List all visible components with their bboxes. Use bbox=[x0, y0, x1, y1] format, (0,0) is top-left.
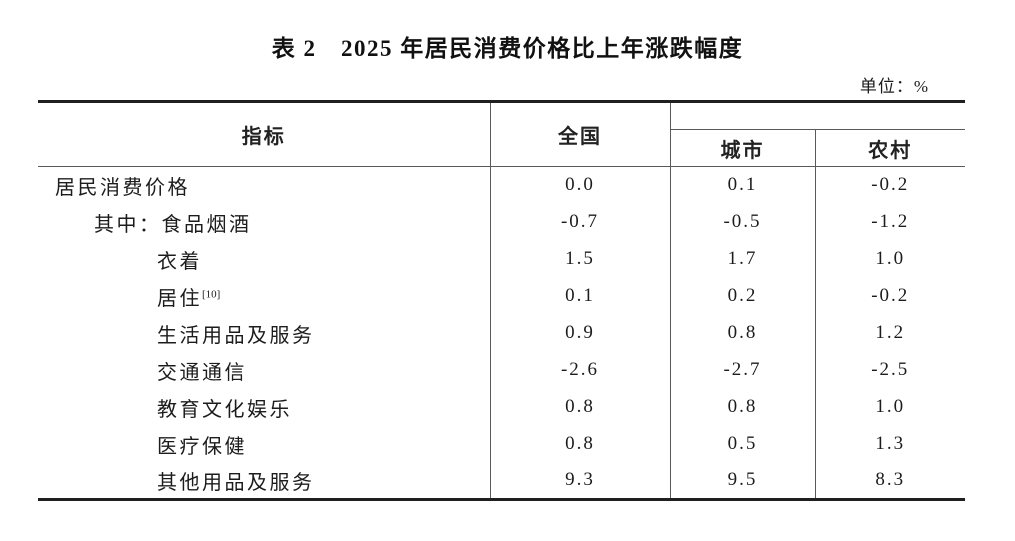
city-value: -2.7 bbox=[670, 351, 816, 389]
national-value: 0.9 bbox=[490, 314, 671, 352]
rural-value: -0.2 bbox=[871, 174, 910, 196]
table-row: 教育文化娱乐 0.8 0.8 1.0 bbox=[38, 388, 965, 426]
table-row: 衣着 1.5 1.7 1.0 bbox=[38, 240, 965, 278]
table-row: 交通通信 -2.6 -2.7 -2.5 bbox=[38, 351, 965, 389]
row-label: 居民消费价格 bbox=[38, 166, 491, 204]
column-header-national: 全国 bbox=[490, 101, 671, 167]
city-value: 0.5 bbox=[670, 425, 816, 463]
column-header-city: 城市 bbox=[670, 129, 816, 167]
row-label: 其中：食品烟酒 bbox=[38, 203, 491, 241]
header-row-sub: 城市 农村 bbox=[38, 129, 965, 167]
header-spacer bbox=[670, 101, 965, 130]
rural-value: 1.0 bbox=[875, 248, 906, 269]
header-row-top: 指标 全国 bbox=[38, 101, 965, 167]
table-header: 指标 全国 城市 农村 bbox=[38, 101, 965, 167]
national-value: 1.5 bbox=[490, 240, 671, 278]
footnote-ref: [10] bbox=[202, 287, 221, 300]
row-label: 衣着 bbox=[38, 240, 491, 278]
national-value: 0.1 bbox=[490, 277, 671, 315]
table-row: 医疗保健 0.8 0.5 1.3 bbox=[38, 425, 965, 463]
rural-value: -2.5 bbox=[871, 359, 910, 380]
table-row: 居住[10] 0.1 0.2 -0.2 bbox=[38, 277, 965, 315]
city-value: 1.7 bbox=[670, 240, 816, 278]
city-value: -0.5 bbox=[670, 203, 816, 241]
rural-value: 1.2 bbox=[875, 322, 906, 343]
table-row: 生活用品及服务 0.9 0.8 1.2 bbox=[38, 314, 965, 352]
national-value: 0.8 bbox=[490, 388, 671, 426]
city-value: 0.8 bbox=[670, 314, 816, 352]
table-row: 其中：食品烟酒 -0.7 -0.5 -1.2 bbox=[38, 203, 965, 241]
rural-value: 1.0 bbox=[875, 396, 906, 417]
column-header-rural: 农村 bbox=[815, 129, 965, 167]
row-label: 交通通信 bbox=[38, 351, 491, 389]
city-value: 0.2 bbox=[670, 277, 816, 315]
unit-label: 单位：% bbox=[859, 77, 929, 96]
rural-value: -0.2 bbox=[871, 285, 910, 306]
table-row: 居民消费价格 0.0 0.1 -0.2 bbox=[38, 166, 965, 204]
table-body: 居民消费价格 0.0 0.1 -0.2 其中：食品烟酒 -0.7 -0.5 -1… bbox=[38, 166, 965, 500]
row-label: 医疗保健 bbox=[38, 425, 491, 463]
city-value: 0.1 bbox=[670, 166, 816, 204]
row-label: 教育文化娱乐 bbox=[38, 388, 491, 426]
national-value: 0.0 bbox=[490, 166, 671, 204]
rural-value: 8.3 bbox=[875, 469, 906, 491]
city-value: 0.8 bbox=[670, 388, 816, 426]
table-title: 表 2 2025 年居民消费价格比上年涨跌幅度 bbox=[271, 36, 744, 61]
national-value: -2.6 bbox=[490, 351, 671, 389]
city-value: 9.5 bbox=[670, 462, 816, 500]
row-label: 居住[10] bbox=[38, 277, 491, 315]
table-row: 其他用品及服务 9.3 9.5 8.3 bbox=[38, 462, 965, 500]
row-label: 生活用品及服务 bbox=[38, 314, 491, 352]
row-label: 其他用品及服务 bbox=[38, 462, 491, 500]
rural-value: 1.3 bbox=[875, 433, 906, 454]
column-header-indicator: 指标 bbox=[38, 101, 491, 167]
national-value: -0.7 bbox=[490, 203, 671, 241]
national-value: 9.3 bbox=[490, 462, 671, 500]
cpi-table: 指标 全国 城市 农村 居民消费价格 0.0 0.1 -0.2 其中：食品烟酒 … bbox=[38, 100, 965, 501]
rural-value: -1.2 bbox=[871, 211, 910, 232]
national-value: 0.8 bbox=[490, 425, 671, 463]
